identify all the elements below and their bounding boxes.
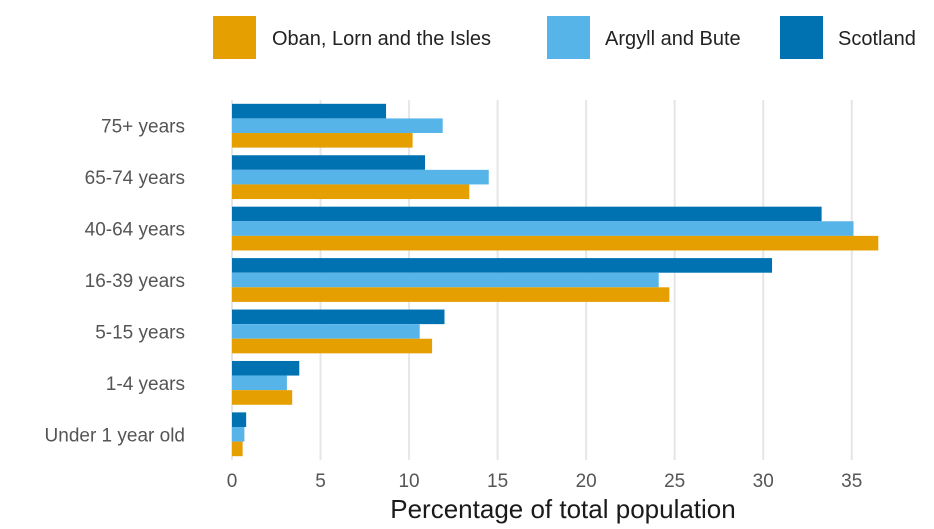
bar [232,426,245,442]
y-tick-label: 5-15 years [95,322,185,343]
bar [232,390,293,405]
y-tick-label: 1-4 years [106,374,185,395]
bar [232,206,822,222]
bar [232,360,300,376]
x-axis-tick-labels: 0 5 10 15 20 25 30 35 [227,471,863,492]
bar [232,169,489,185]
x-tick-label: 0 [227,471,238,492]
y-tick-label: 75+ years [101,117,185,138]
bar [232,338,433,354]
bar [232,287,670,302]
y-tick-label: 40-64 years [85,220,185,241]
bar [232,221,854,236]
bar [232,272,659,288]
bar [232,441,243,457]
bars [232,103,879,457]
bar [232,155,426,170]
bar [232,375,287,391]
bar [232,184,470,200]
bar [232,118,443,134]
bar [232,412,247,427]
x-tick-label: 20 [576,471,597,492]
x-tick-label: 25 [664,471,685,492]
bar [232,258,773,273]
legend-label-scotland: Scotland [838,28,916,50]
x-tick-label: 35 [841,471,862,492]
legend-swatch-argyll [547,16,590,59]
x-axis-title: Percentage of total population [390,494,735,524]
bar [232,309,445,325]
x-tick-label: 15 [487,471,508,492]
bar [232,235,879,251]
y-tick-label: 16-39 years [85,271,185,292]
y-axis-tick-labels: Under 1 year old 1-4 years 5-15 years 16-39… [45,117,185,447]
y-tick-label: 65-74 years [85,168,185,189]
x-tick-label: 10 [398,471,419,492]
x-tick-label: 5 [315,471,326,492]
x-tick-label: 30 [753,471,774,492]
legend-label-oban: Oban, Lorn and the Isles [272,28,491,50]
legend-swatch-oban [213,16,256,59]
legend-swatch-scotland [780,16,823,59]
bar [232,324,420,339]
bar [232,133,413,148]
bar [232,103,387,119]
legend: Oban, Lorn and the Isles Argyll and Bute… [213,16,916,59]
y-tick-label: Under 1 year old [45,425,185,446]
legend-label-argyll: Argyll and Bute [605,28,741,50]
